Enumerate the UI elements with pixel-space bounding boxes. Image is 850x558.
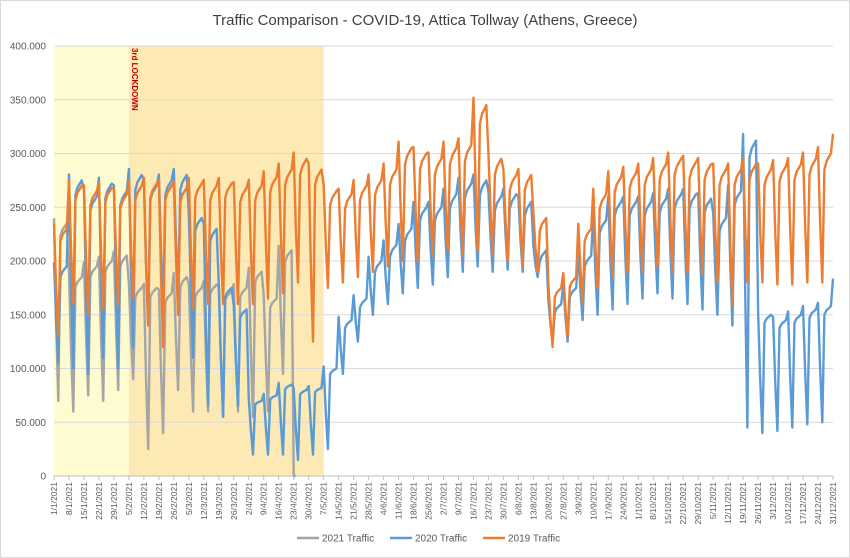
x-tick-label: 22/1/2021 — [94, 482, 104, 520]
x-tick-label: 8/10/2021 — [648, 482, 658, 520]
x-tick-label: 4/6/2021 — [379, 482, 389, 515]
y-tick-label: 250.000 — [10, 203, 47, 214]
x-tick-label: 15/1/2021 — [79, 482, 89, 520]
x-tick-label: 26/11/2021 — [753, 482, 763, 524]
series-line-2 — [52, 132, 835, 462]
y-tick-label: 100.000 — [10, 364, 47, 375]
x-tick-label: 7/5/2021 — [319, 482, 329, 515]
x-tick-label: 31/12/2021 — [828, 482, 838, 525]
series-line-1 — [52, 218, 296, 478]
x-tick-label: 12/3/2021 — [199, 482, 209, 520]
legend: 2021 Traffic 2020 Traffic 2019 Traffic — [297, 534, 560, 545]
y-tick-label: 400.000 — [10, 42, 47, 53]
x-tick-label: 11/6/2021 — [394, 482, 404, 519]
x-tick-label: 17/12/2021 — [798, 482, 808, 525]
x-tick-label: 26/3/2021 — [229, 482, 239, 520]
y-tick-label: 150.000 — [10, 310, 47, 321]
x-tick-label: 20/8/2021 — [543, 482, 553, 520]
y-tick-label: 200.000 — [10, 257, 47, 268]
x-tick-label: 1/1/2021 — [49, 482, 59, 515]
x-tick-label: 28/5/2021 — [364, 482, 374, 520]
x-tick-label: 16/4/2021 — [274, 482, 284, 520]
x-tick-label: 5/11/2021 — [708, 482, 718, 519]
x-tick-label: 30/4/2021 — [304, 482, 314, 520]
x-tick-label: 29/1/2021 — [109, 482, 119, 520]
y-axis-ticks: 0 50.000 100.000 150.000 200.000 250.000 300.0… — [10, 42, 47, 483]
x-tick-label: 19/2/2021 — [154, 482, 164, 520]
x-tick-label: 24/12/2021 — [813, 482, 823, 525]
x-tick-label: 16/7/2021 — [468, 482, 478, 520]
x-tick-label: 18/6/2021 — [409, 482, 419, 520]
x-tick-label: 13/8/2021 — [528, 482, 538, 520]
x-tick-label: 12/11/2021 — [723, 482, 733, 524]
annotations: 3rd LOCKDOWN — [130, 48, 139, 111]
x-tick-label: 12/2/2021 — [139, 482, 149, 520]
x-tick-label: 2/7/2021 — [439, 482, 449, 515]
x-tick-label: 5/3/2021 — [184, 482, 194, 515]
y-tick-label: 300.000 — [10, 149, 47, 160]
x-tick-label: 1/10/2021 — [633, 482, 643, 520]
x-tick-label: 27/8/2021 — [558, 482, 568, 520]
x-tick-label: 9/7/2021 — [453, 482, 463, 515]
x-tick-label: 3/9/2021 — [573, 482, 583, 515]
x-tick-label: 5/2/2021 — [124, 482, 134, 515]
x-tick-label: 14/5/2021 — [334, 482, 344, 520]
x-axis-ticks: 1/1/2021 8/1/2021 15/1/2021 22/1/2021 29/1/2… — [49, 476, 838, 525]
x-tick-label: 30/7/2021 — [498, 482, 508, 520]
x-tick-label: 24/9/2021 — [618, 482, 628, 520]
chart-title: Traffic Comparison - COVID-19, Attica To… — [212, 12, 638, 29]
x-tick-label: 6/8/2021 — [513, 482, 523, 515]
x-tick-label: 29/10/2021 — [693, 482, 703, 525]
x-tick-label: 19/3/2021 — [214, 482, 224, 520]
legend-label: 2020 Traffic — [415, 534, 467, 545]
x-tick-label: 19/11/2021 — [738, 482, 748, 524]
x-tick-label: 17/9/2021 — [603, 482, 613, 520]
x-tick-label: 8/1/2021 — [64, 482, 74, 515]
x-tick-label: 25/6/2021 — [424, 482, 434, 520]
y-tick-label: 50.000 — [15, 418, 46, 429]
x-tick-label: 10/9/2021 — [588, 482, 598, 520]
x-tick-label: 2/4/2021 — [244, 482, 254, 515]
lockdown-annotation: 3rd LOCKDOWN — [130, 48, 139, 111]
x-tick-label: 21/5/2021 — [349, 482, 359, 520]
y-tick-label: 350.000 — [10, 95, 47, 106]
series-line-3 — [52, 96, 835, 349]
x-tick-label: 15/10/2021 — [663, 482, 673, 525]
y-tick-label: 0 — [40, 472, 46, 483]
x-tick-label: 23/4/2021 — [289, 482, 299, 520]
legend-label: 2021 Traffic — [322, 534, 374, 545]
x-tick-label: 26/2/2021 — [169, 482, 179, 520]
legend-label: 2019 Traffic — [508, 534, 560, 545]
x-tick-label: 10/12/2021 — [783, 482, 793, 525]
x-tick-label: 3/12/2021 — [768, 482, 778, 520]
x-tick-label: 9/4/2021 — [259, 482, 269, 515]
series-lines — [52, 96, 835, 478]
x-tick-label: 22/10/2021 — [678, 482, 688, 525]
x-tick-label: 23/7/2021 — [483, 482, 493, 520]
